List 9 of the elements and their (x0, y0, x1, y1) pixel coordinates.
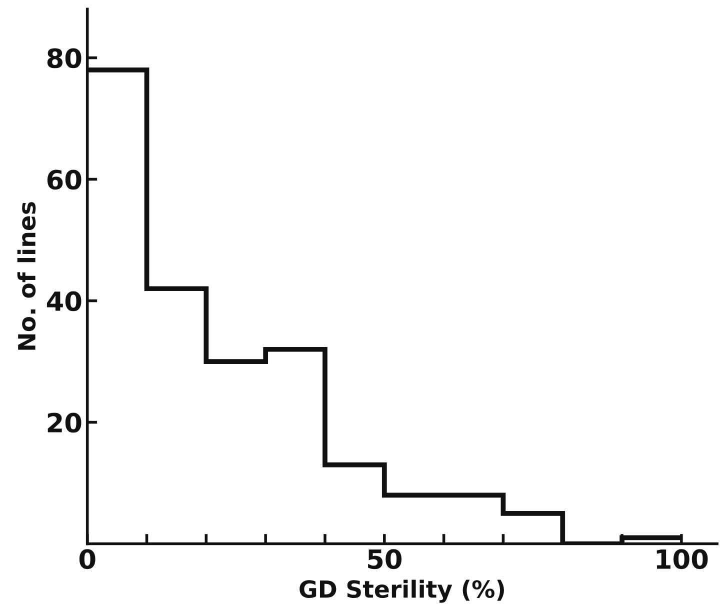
y-tick-label: 60 (47, 170, 82, 190)
x-tick-label: 0 (79, 549, 96, 570)
x-tick-label: 50 (368, 549, 402, 570)
y-tick-label: 80 (47, 48, 82, 68)
x-tick-label: 100 (656, 549, 708, 570)
y-axis-title: No. of lines (17, 202, 36, 350)
y-tick-label: 40 (46, 291, 82, 312)
y-tick-label: 20 (48, 412, 82, 433)
x-axis-title: GD Sterility (%) (300, 580, 504, 603)
